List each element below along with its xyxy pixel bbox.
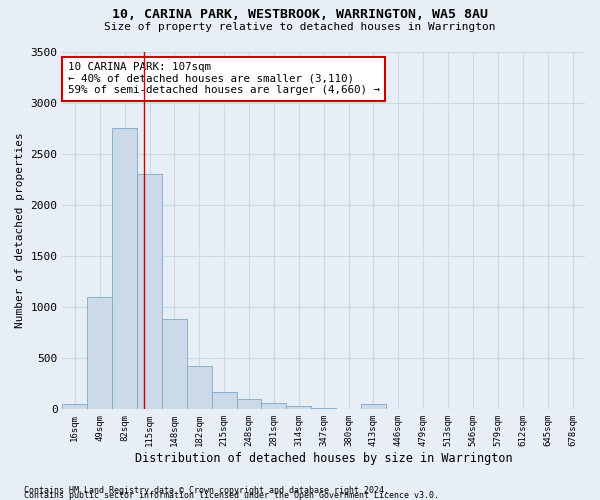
- Bar: [62, 404, 88, 409]
- Bar: [212, 392, 236, 409]
- Bar: [236, 399, 262, 409]
- Text: 10, CARINA PARK, WESTBROOK, WARRINGTON, WA5 8AU: 10, CARINA PARK, WESTBROOK, WARRINGTON, …: [112, 8, 488, 20]
- Bar: [311, 408, 336, 410]
- Bar: [187, 366, 212, 410]
- Bar: [361, 404, 386, 409]
- Bar: [162, 320, 187, 410]
- Y-axis label: Number of detached properties: Number of detached properties: [15, 132, 25, 328]
- Bar: [112, 128, 137, 410]
- Bar: [386, 408, 411, 410]
- Bar: [137, 174, 162, 410]
- Text: Contains public sector information licensed under the Open Government Licence v3: Contains public sector information licen…: [24, 491, 439, 500]
- Bar: [286, 406, 311, 409]
- Bar: [336, 408, 361, 410]
- Text: Size of property relative to detached houses in Warrington: Size of property relative to detached ho…: [104, 22, 496, 32]
- Bar: [88, 297, 112, 410]
- Text: 10 CARINA PARK: 107sqm
← 40% of detached houses are smaller (3,110)
59% of semi-: 10 CARINA PARK: 107sqm ← 40% of detached…: [68, 62, 380, 96]
- Text: Contains HM Land Registry data © Crown copyright and database right 2024.: Contains HM Land Registry data © Crown c…: [24, 486, 389, 495]
- Bar: [262, 403, 286, 409]
- X-axis label: Distribution of detached houses by size in Warrington: Distribution of detached houses by size …: [135, 452, 512, 465]
